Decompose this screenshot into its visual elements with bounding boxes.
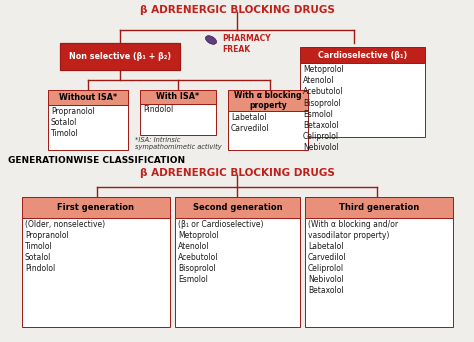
Text: Pindolol: Pindolol xyxy=(143,105,173,115)
Text: β ADRENERGIC BLOCKING DRUGS: β ADRENERGIC BLOCKING DRUGS xyxy=(139,168,335,178)
Text: Second generation: Second generation xyxy=(193,203,283,212)
Bar xyxy=(300,47,425,63)
Text: With ISA*: With ISA* xyxy=(156,92,200,101)
Text: Cardioselective (β₁): Cardioselective (β₁) xyxy=(318,51,407,60)
Bar xyxy=(175,197,300,218)
Bar xyxy=(22,218,170,327)
Text: Labetalol
Carvedilol: Labetalol Carvedilol xyxy=(231,113,270,133)
Bar xyxy=(305,218,453,327)
Text: With α blocking
property: With α blocking property xyxy=(234,91,302,110)
Text: First generation: First generation xyxy=(57,203,135,212)
Bar xyxy=(48,105,128,150)
Bar xyxy=(60,43,180,70)
Text: (With α blocking and/or
vasodilator property)
Labetalol
Carvedilol
Celiprolol
Ne: (With α blocking and/or vasodilator prop… xyxy=(308,220,398,295)
Bar xyxy=(48,90,128,105)
Bar xyxy=(228,111,308,150)
Text: Third generation: Third generation xyxy=(339,203,419,212)
Text: GENERATIONWISE CLASSIFICATION: GENERATIONWISE CLASSIFICATION xyxy=(8,156,185,165)
Bar xyxy=(175,218,300,327)
Bar xyxy=(305,197,453,218)
Text: Metoprolol
Atenolol
Acebutolol
Bisoprolol
Esmolol
Betaxolol
Celiprolol
Nebivolol: Metoprolol Atenolol Acebutolol Bisoprolo… xyxy=(303,65,344,152)
Text: (β₁ or Cardioselective)
Metoprolol
Atenolol
Acebutolol
Bisoprolol
Esmolol: (β₁ or Cardioselective) Metoprolol Ateno… xyxy=(178,220,264,284)
Text: Propranolol
Sotalol
Timolol: Propranolol Sotalol Timolol xyxy=(51,107,95,138)
Bar xyxy=(140,90,216,104)
Text: Without ISA*: Without ISA* xyxy=(59,93,117,102)
Bar xyxy=(140,104,216,135)
Text: *ISA: Intrinsic
sympathomimetic activity: *ISA: Intrinsic sympathomimetic activity xyxy=(135,137,222,150)
Text: β ADRENERGIC BLOCKING DRUGS: β ADRENERGIC BLOCKING DRUGS xyxy=(139,5,335,15)
Bar xyxy=(22,197,170,218)
Text: PHARMACY
FREAK: PHARMACY FREAK xyxy=(222,34,271,54)
Bar xyxy=(300,63,425,137)
Bar xyxy=(228,90,308,111)
Text: Non selective (β₁ + β₂): Non selective (β₁ + β₂) xyxy=(69,52,171,61)
Text: (Older, nonselective)
Propranolol
Timolol
Sotalol
Pindolol: (Older, nonselective) Propranolol Timolo… xyxy=(25,220,105,273)
Ellipse shape xyxy=(206,36,217,44)
Ellipse shape xyxy=(206,36,217,44)
